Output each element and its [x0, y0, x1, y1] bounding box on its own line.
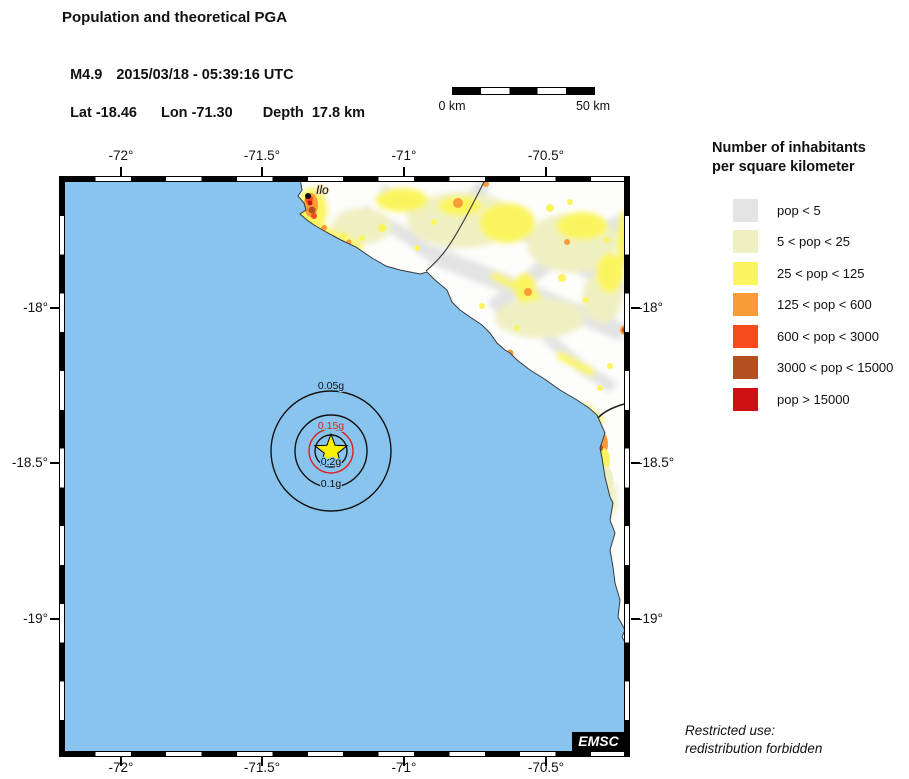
- legend-label: pop < 5: [777, 203, 821, 218]
- hypocenter-info: Lat -18.46 Lon -71.30 Depth 17.8 km: [62, 89, 365, 121]
- axis-tick: [120, 167, 122, 176]
- legend-label: 3000 < pop < 15000: [777, 360, 894, 375]
- axis-tick: [545, 167, 547, 176]
- event-datetime: 2015/03/18 - 05:39:16 UTC: [116, 67, 294, 83]
- lon-label-bottom: -72°: [108, 760, 134, 775]
- pga-circle-015g: [308, 428, 354, 474]
- axis-tick: [631, 618, 640, 620]
- city-dot: [305, 193, 311, 199]
- event-latitude: Lat -18.46: [70, 105, 137, 121]
- legend-title-line1: Number of inhabitants: [712, 140, 866, 156]
- event-info: M4.9 2015/03/18 - 05:39:16 UTC: [62, 51, 294, 83]
- border-line: [597, 403, 624, 419]
- scale-end-label: 50 km: [575, 99, 611, 113]
- page-title: Population and theoretical PGA: [62, 9, 288, 26]
- map-scale-bar: [452, 87, 595, 95]
- legend-swatch: [733, 199, 758, 222]
- lat-label-right: -18°: [638, 300, 663, 315]
- legend-swatch: [733, 388, 758, 411]
- legend-swatch: [733, 230, 758, 253]
- lon-label-bottom: -70.5°: [527, 760, 565, 775]
- event-longitude: Lon -71.30: [160, 105, 233, 121]
- event-magnitude: M4.9: [70, 67, 103, 83]
- lon-label-top: -71.5°: [243, 148, 281, 163]
- legend-title: Number of inhabitants per square kilomet…: [712, 139, 866, 177]
- lon-label-bottom: -71°: [391, 760, 417, 775]
- axis-tick: [120, 757, 122, 766]
- pga-label-005g: 0.05g: [318, 380, 344, 392]
- axis-tick: [631, 307, 640, 309]
- lat-label-left: -18.5°: [11, 455, 48, 470]
- axis-tick: [50, 462, 59, 464]
- restricted-line1: Restricted use:: [685, 723, 776, 738]
- frame-left: [59, 176, 65, 757]
- legend-label: 5 < pop < 25: [777, 234, 851, 249]
- epicenter-star: [313, 432, 349, 466]
- pga-label-015g: 0.15g: [318, 420, 344, 432]
- legend-label: 600 < pop < 3000: [777, 329, 879, 344]
- pga-label-01g: 0.1g: [321, 478, 342, 490]
- lon-label-top: -70.5°: [527, 148, 565, 163]
- lat-label-right: -18.5°: [638, 455, 675, 470]
- lat-label-left: -19°: [23, 611, 48, 626]
- emsc-badge: EMSC: [572, 732, 625, 751]
- city-label: Ilo: [316, 183, 329, 197]
- axis-tick: [403, 757, 405, 766]
- axis-tick: [403, 167, 405, 176]
- map-canvas: Ilo 0.05g 0.1g 0.15g 0.2g: [65, 182, 624, 751]
- pga-circle-005g: [270, 390, 392, 512]
- lon-label-top: -72°: [108, 148, 134, 163]
- legend-label: 125 < pop < 600: [777, 297, 872, 312]
- scale-start-label: 0 km: [438, 99, 466, 113]
- lon-label-bottom: -71.5°: [243, 760, 281, 775]
- axis-tick: [50, 307, 59, 309]
- road-line: [425, 182, 485, 272]
- axis-tick: [261, 167, 263, 176]
- axis-tick: [261, 757, 263, 766]
- coastline: [297, 182, 624, 642]
- lat-label-right: -19°: [638, 611, 663, 626]
- legend-label: 25 < pop < 125: [777, 266, 865, 281]
- legend-swatch: [733, 356, 758, 379]
- axis-tick: [631, 462, 640, 464]
- restricted-line2: redistribution forbidden: [685, 740, 823, 756]
- frame-right: [624, 176, 630, 757]
- lon-label-top: -71°: [391, 148, 417, 163]
- axis-tick: [545, 757, 547, 766]
- pga-circle-01g: [294, 414, 368, 488]
- legend-swatch: [733, 262, 758, 285]
- population-density-patches: [298, 182, 624, 520]
- legend-swatch: [733, 325, 758, 348]
- legend-swatch: [733, 293, 758, 316]
- event-depth: Depth 17.8 km: [262, 105, 366, 121]
- lat-label-left: -18°: [23, 300, 48, 315]
- legend-title-line2: per square kilometer: [712, 159, 855, 175]
- pga-contours: [270, 390, 392, 512]
- pga-label-02g: 0.2g: [321, 456, 342, 468]
- restricted-use-note: Restricted use: redistribution forbidden: [685, 722, 822, 757]
- legend-label: pop > 15000: [777, 392, 850, 407]
- axis-tick: [50, 618, 59, 620]
